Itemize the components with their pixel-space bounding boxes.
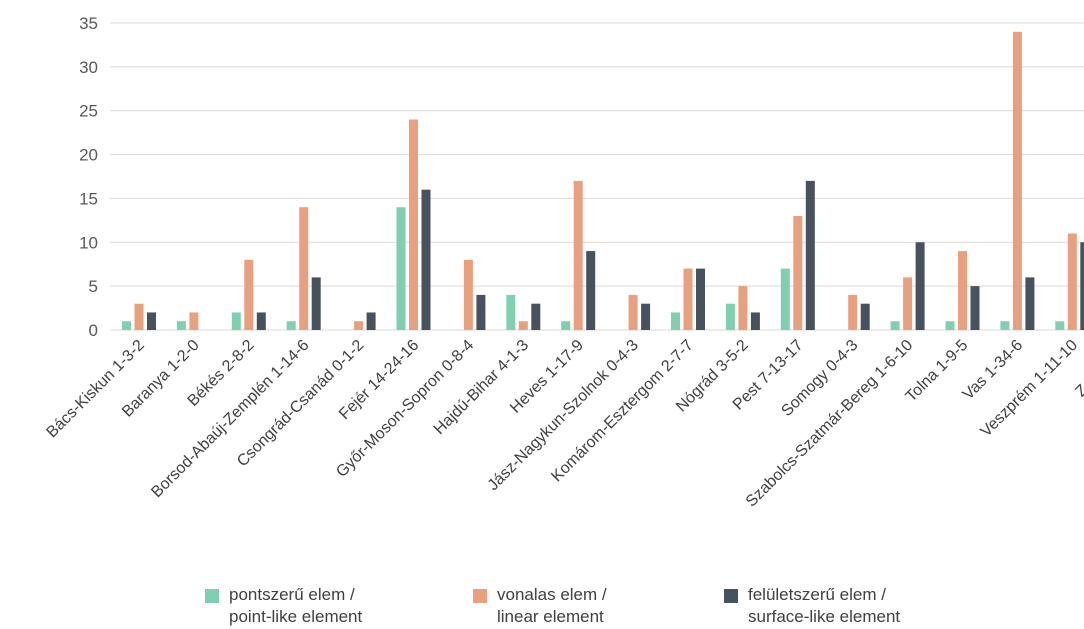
bar-linear — [299, 207, 309, 330]
bar-point — [1000, 321, 1010, 330]
legend-swatch-surface — [724, 589, 738, 603]
bar-surface — [421, 189, 431, 330]
bar-linear — [683, 268, 693, 330]
bar-point — [231, 312, 241, 330]
bar-point — [122, 321, 131, 330]
bar-linear — [354, 321, 364, 330]
legend-swatch-point — [205, 589, 219, 603]
y-tick-label: 5 — [89, 277, 98, 296]
bar-linear — [518, 321, 528, 330]
legend-swatch-linear — [473, 589, 487, 603]
bar-point — [561, 321, 571, 330]
bar-linear — [189, 312, 199, 330]
bar-linear — [903, 277, 913, 330]
bar-point — [945, 321, 955, 330]
legend-label-point: pontszerű elem / point-like element — [229, 585, 363, 626]
bar-surface — [531, 303, 541, 330]
x-tick-label: Hajdú-Bihar 4-1-3 — [431, 337, 532, 438]
bar-surface — [641, 303, 651, 330]
legend-label-surface: felületszerű elem / surface-like element — [748, 585, 901, 626]
legend-item-linear: vonalas elem / linear element — [473, 584, 607, 628]
bar-linear — [958, 251, 967, 330]
bar-linear — [463, 259, 473, 330]
bar-linear — [1067, 233, 1077, 330]
legend-item-point: pontszerű elem / point-like element — [205, 584, 362, 628]
bar-point — [1055, 321, 1065, 330]
bar-linear — [628, 294, 638, 330]
bar-point — [780, 268, 790, 330]
bar-linear — [409, 119, 418, 330]
bar-surface — [147, 312, 156, 330]
legend-item-surface: felületszerű elem / surface-like element — [724, 584, 900, 628]
bar-surface — [915, 242, 925, 330]
y-tick-label: 35 — [79, 14, 98, 33]
bar-point — [286, 321, 296, 330]
bar-surface — [311, 277, 321, 330]
y-tick-label: 25 — [79, 102, 98, 121]
legend: pontszerű elem / point-like element vona… — [0, 584, 1084, 629]
bar-point — [506, 294, 516, 330]
y-tick-label: 10 — [79, 233, 98, 252]
bar-linear — [848, 294, 858, 330]
bar-linear — [573, 180, 583, 330]
bar-point — [176, 321, 186, 330]
bar-point — [890, 321, 900, 330]
bar-surface — [1025, 277, 1035, 330]
y-tick-label: 20 — [79, 146, 98, 165]
bar-linear — [738, 286, 748, 330]
bar-point — [396, 207, 406, 330]
bar-surface — [476, 294, 486, 330]
bar-surface — [366, 312, 376, 330]
bar-surface — [970, 286, 980, 330]
bar-linear — [793, 215, 803, 330]
x-tick-label: Veszprém 1-11-10 — [978, 337, 1082, 441]
y-tick-label: 30 — [79, 58, 98, 77]
bar-linear — [1012, 31, 1022, 331]
bar-point — [671, 312, 680, 330]
bar-linear — [134, 303, 144, 330]
bar-surface — [1080, 242, 1084, 330]
bar-linear — [244, 259, 254, 330]
y-tick-label: 0 — [89, 321, 98, 340]
legend-label-linear: vonalas elem / linear element — [497, 585, 607, 626]
bar-surface — [256, 312, 266, 330]
bar-point — [725, 303, 735, 330]
bar-surface — [750, 312, 760, 330]
x-tick-label: Bács-Kiskun 1-3-2 — [43, 337, 148, 442]
bar-surface — [696, 268, 705, 330]
bar-surface — [805, 180, 815, 330]
bar-surface — [586, 251, 596, 330]
bar-surface — [860, 303, 870, 330]
y-tick-label: 15 — [79, 189, 98, 208]
